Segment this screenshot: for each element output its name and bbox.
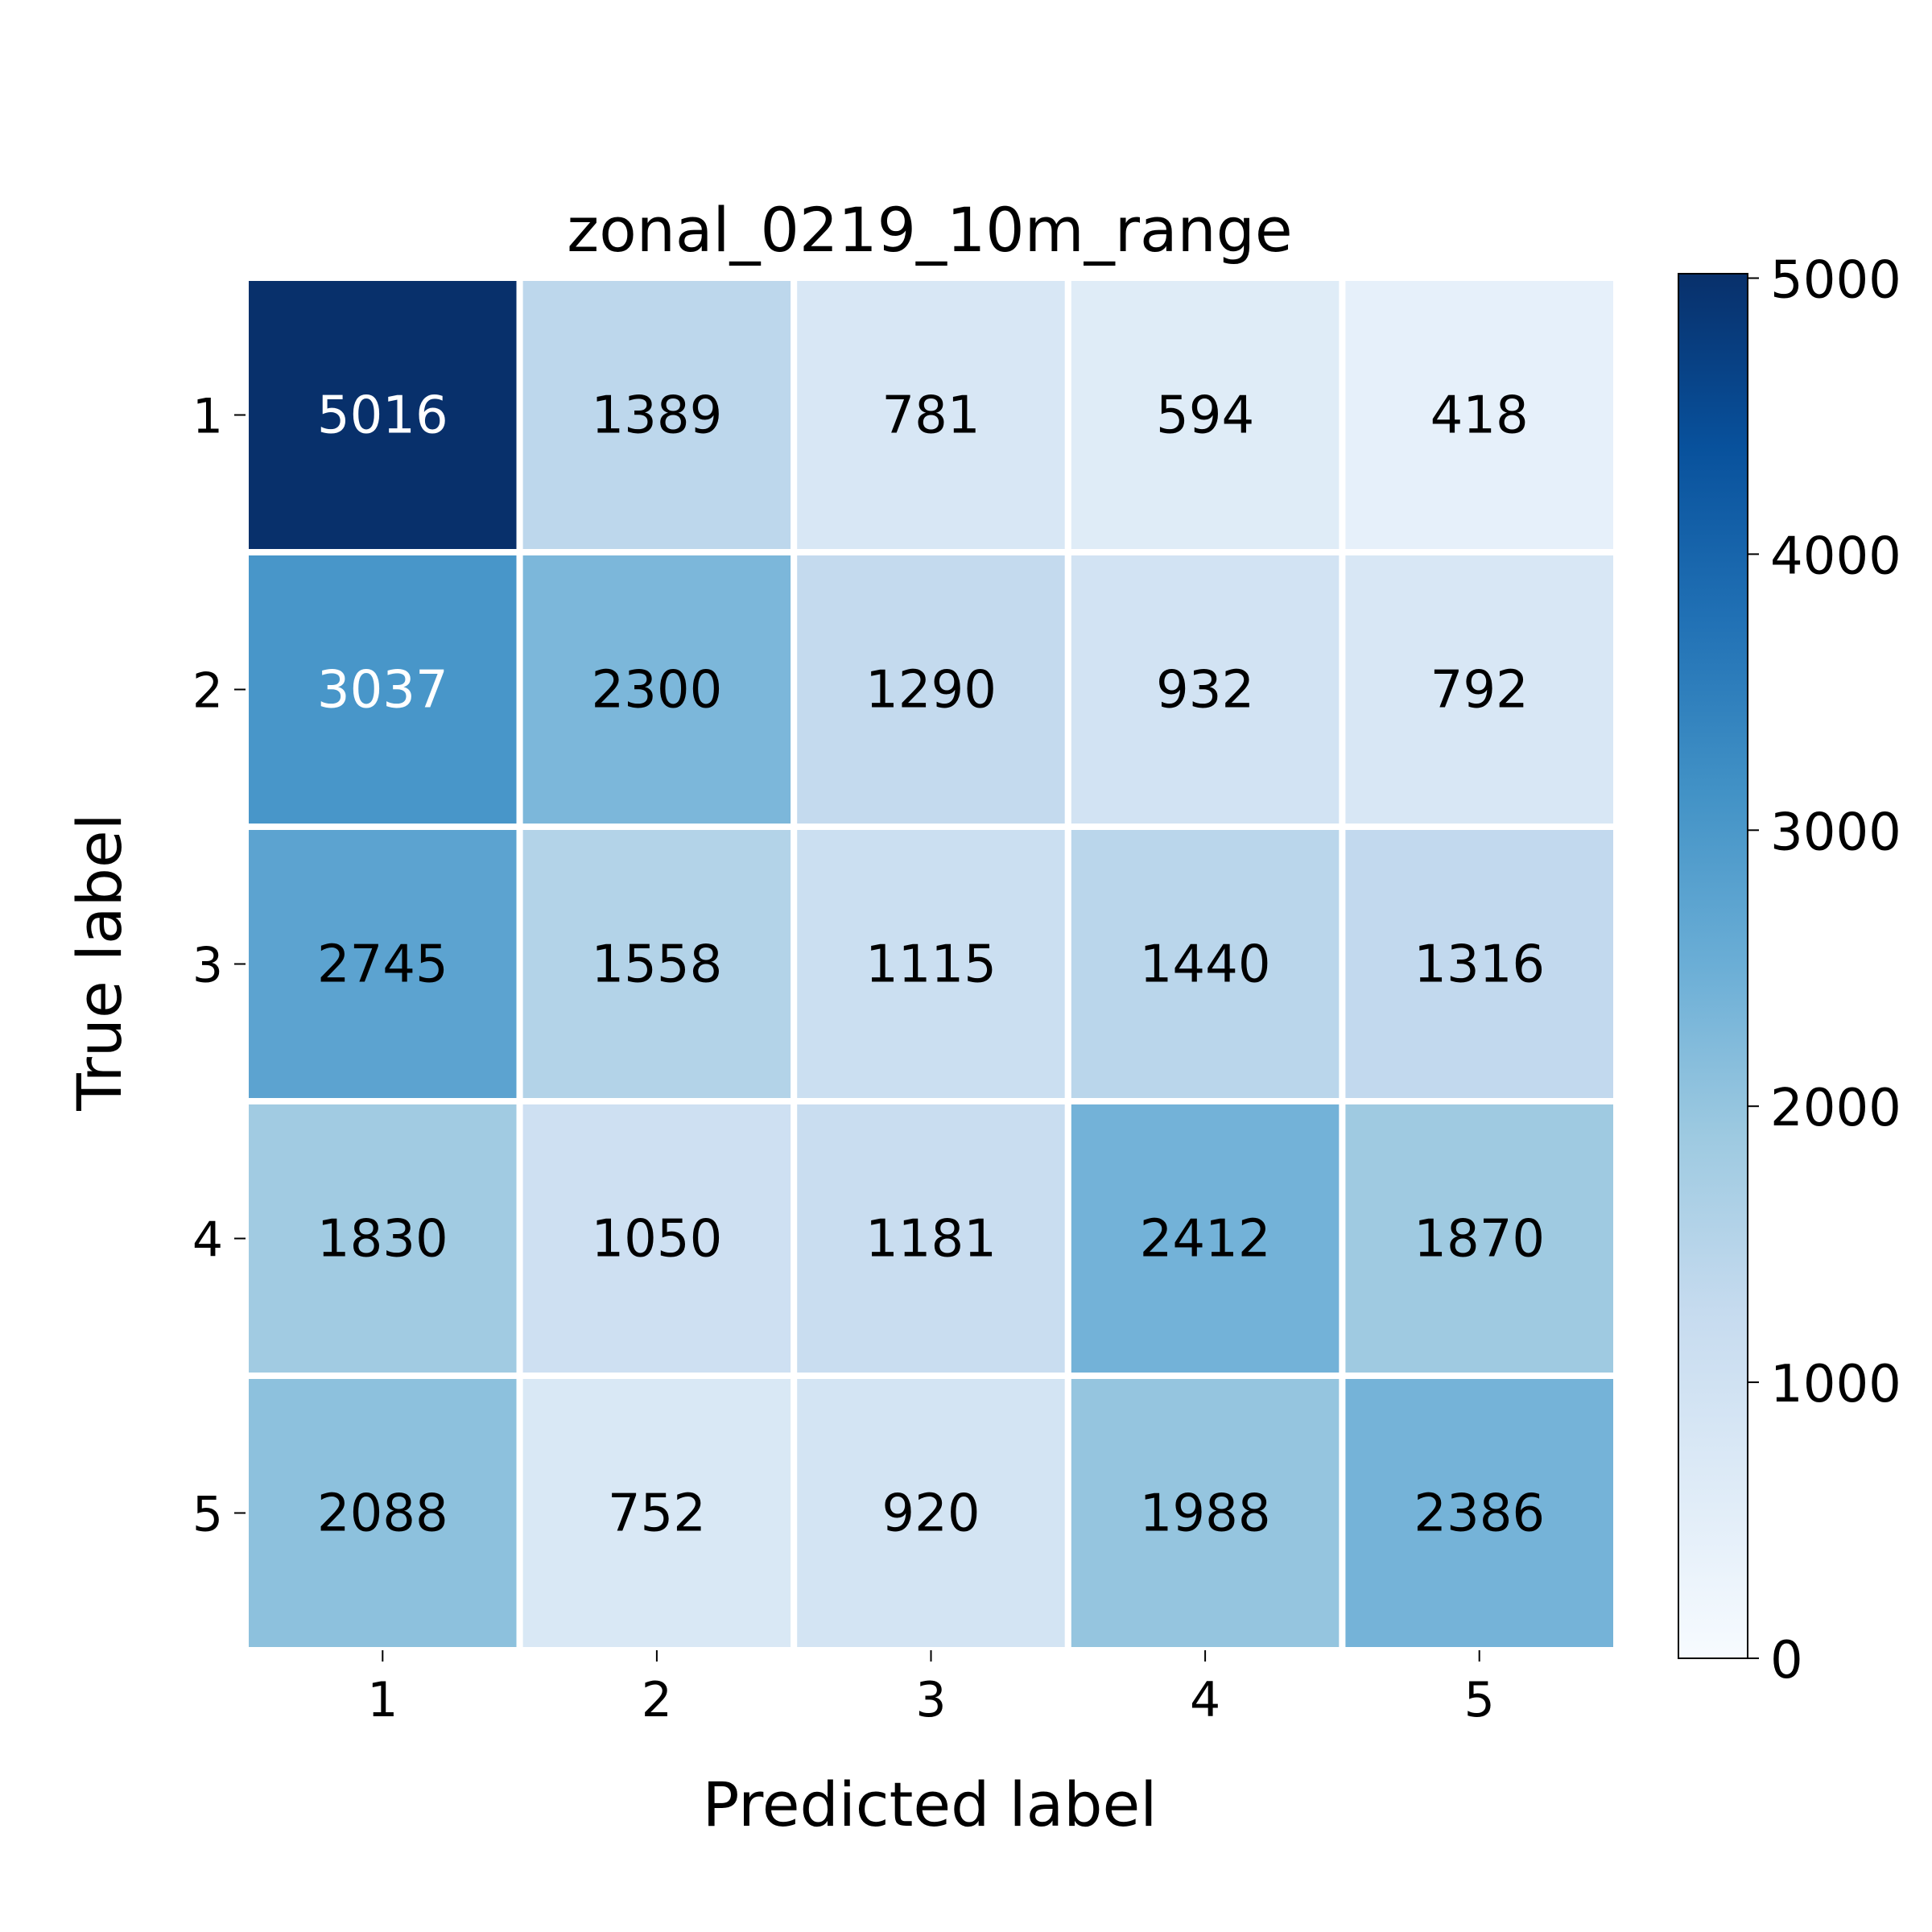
y-tick-label: 2 — [192, 663, 223, 720]
y-tick-label: 5 — [192, 1487, 223, 1543]
cell-value-label: 1988 — [1140, 1484, 1271, 1544]
heatmap-cell — [242, 275, 523, 555]
colorbar-tick-label: 5000 — [1770, 250, 1901, 310]
cell-value-label: 5016 — [317, 386, 448, 446]
cell-value-label: 2300 — [591, 661, 722, 720]
cell-value-label: 792 — [1430, 661, 1529, 720]
cell-value-label: 2088 — [317, 1484, 448, 1544]
colorbar — [1678, 273, 1748, 1659]
colorbar-tick-label: 1000 — [1770, 1355, 1901, 1414]
cell-value-label: 418 — [1430, 386, 1529, 446]
heatmap-cell — [1339, 1098, 1620, 1379]
cell-value-label: 752 — [608, 1484, 706, 1544]
cell-value-label: 2412 — [1140, 1210, 1271, 1269]
cell-value-label: 781 — [881, 386, 980, 446]
x-axis-ticks: 1 2 3 4 5 — [367, 1650, 1495, 1728]
colorbar-tick-label: 3000 — [1770, 803, 1901, 862]
heatmap-cell — [516, 275, 798, 555]
cell-value-label: 1870 — [1414, 1210, 1545, 1269]
colorbar-tick-label: 0 — [1770, 1631, 1803, 1690]
colorbar-tick-label: 4000 — [1770, 526, 1901, 586]
heatmap-cell — [791, 549, 1071, 830]
heatmap-cell — [1064, 1098, 1346, 1379]
cell-value-label: 1316 — [1414, 935, 1545, 995]
y-axis-label: True label — [64, 813, 135, 1111]
heatmap-cell — [791, 1373, 1071, 1653]
cell-value-label: 1440 — [1140, 935, 1271, 995]
x-tick-label: 4 — [1190, 1672, 1220, 1728]
colorbar-ticks: 0 1000 2000 3000 4000 5000 — [1748, 250, 1901, 1690]
y-tick-label: 4 — [192, 1212, 223, 1269]
cell-value-label: 1389 — [591, 386, 722, 446]
x-tick-label: 5 — [1464, 1672, 1495, 1728]
cell-value-label: 920 — [881, 1484, 980, 1544]
y-axis-ticks: 1 2 3 4 5 — [192, 389, 246, 1543]
x-tick-label: 2 — [642, 1672, 672, 1728]
cell-value-label: 1290 — [865, 661, 997, 720]
heatmap-cell — [242, 1373, 523, 1653]
y-tick-label: 3 — [192, 938, 223, 994]
chart-title: zonal_0219_10m_range — [567, 194, 1292, 266]
cell-value-label: 1558 — [591, 935, 722, 995]
heatmap-cell — [791, 1098, 1071, 1379]
heatmap-cells: 5016 1389 781 594 418 3037 2300 1290 932 792 2745 1… — [242, 275, 1620, 1653]
heatmap-cell — [516, 1373, 798, 1653]
cell-value-label: 1050 — [591, 1210, 722, 1269]
cell-value-label: 1181 — [865, 1210, 997, 1269]
cell-value-label: 932 — [1156, 661, 1254, 720]
heatmap-cell — [1064, 824, 1346, 1104]
y-tick-label: 1 — [192, 389, 223, 445]
heatmap-cell — [516, 1098, 798, 1379]
x-tick-label: 3 — [915, 1672, 946, 1728]
cell-value-label: 3037 — [317, 661, 448, 720]
x-tick-label: 1 — [367, 1672, 398, 1728]
cell-value-label: 1115 — [865, 935, 997, 995]
colorbar-tick-label: 2000 — [1770, 1079, 1901, 1138]
heatmap-cell — [516, 824, 798, 1104]
heatmap-cell — [1339, 549, 1620, 830]
cell-value-label: 2386 — [1414, 1484, 1545, 1544]
cell-value-label: 594 — [1156, 386, 1254, 446]
cell-value-label: 2745 — [317, 935, 448, 995]
x-axis-label: Predicted label — [703, 1769, 1158, 1840]
cell-value-label: 1830 — [317, 1210, 448, 1269]
